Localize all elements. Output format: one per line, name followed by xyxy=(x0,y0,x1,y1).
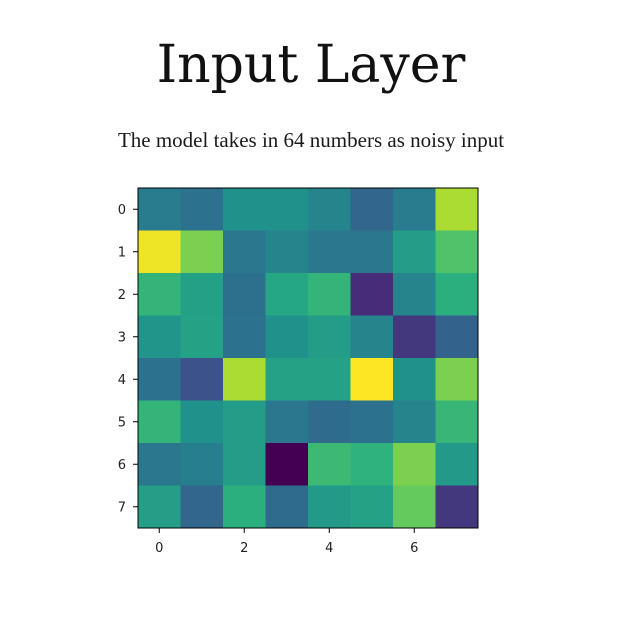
heatmap-cell xyxy=(180,230,224,274)
heatmap-cell xyxy=(393,400,436,444)
heatmap-cell xyxy=(350,443,394,486)
heatmap-cell xyxy=(435,230,479,274)
heatmap-cell xyxy=(350,400,394,444)
heatmap-cell xyxy=(265,188,309,231)
heatmap-cell xyxy=(138,230,181,274)
heatmap-cell xyxy=(265,230,309,274)
heatmap-cell xyxy=(435,273,479,316)
y-tick-label: 5 xyxy=(118,415,126,430)
page-title: Input Layer xyxy=(156,35,466,95)
heatmap-cell xyxy=(393,230,436,274)
heatmap-cell xyxy=(265,358,309,401)
heatmap-cell xyxy=(435,443,479,486)
heatmap-cell xyxy=(308,358,351,401)
heatmap-cell xyxy=(223,400,266,444)
heatmap-cell xyxy=(180,315,224,359)
x-tick-label: 2 xyxy=(240,541,248,556)
heatmap-cell xyxy=(223,358,266,401)
heatmap-cell xyxy=(138,273,181,316)
heatmap-cell xyxy=(435,188,479,231)
heatmap-cell xyxy=(265,315,309,359)
heatmap-cell xyxy=(435,315,479,359)
heatmap-cell xyxy=(138,188,181,231)
heatmap-cell xyxy=(265,273,309,316)
y-tick-label: 2 xyxy=(118,288,126,303)
y-tick-label: 1 xyxy=(118,245,126,260)
heatmap-cell xyxy=(350,485,394,529)
heatmap-cell xyxy=(180,400,224,444)
heatmap-frame xyxy=(137,187,479,529)
heatmap-cell xyxy=(350,358,394,401)
heatmap-cell xyxy=(138,358,181,401)
heatmap-cell xyxy=(350,188,394,231)
heatmap-cell xyxy=(435,400,479,444)
heatmap-cell xyxy=(308,273,351,316)
y-tick-label: 3 xyxy=(118,330,126,345)
heatmap-cell xyxy=(435,358,479,401)
heatmap-cell xyxy=(308,188,351,231)
heatmap-cell xyxy=(138,315,181,359)
heatmap-cell xyxy=(138,485,181,529)
x-tick-label: 0 xyxy=(155,541,163,556)
heatmap-cell xyxy=(435,485,479,529)
heatmap-cell xyxy=(180,485,224,529)
heatmap-cell xyxy=(223,443,266,486)
heatmap-cell xyxy=(223,230,266,274)
y-tick-label: 7 xyxy=(118,500,126,515)
y-tick-label: 6 xyxy=(118,458,126,473)
heatmap-cell xyxy=(265,443,309,486)
heatmap-cell xyxy=(393,358,436,401)
heatmap-cell xyxy=(223,485,266,529)
page-subtitle: The model takes in 64 numbers as noisy i… xyxy=(117,128,505,152)
heatmap-cell xyxy=(393,315,436,359)
heatmap-cell xyxy=(308,485,351,529)
heatmap-cell xyxy=(308,315,351,359)
heatmap-cell xyxy=(308,443,351,486)
heatmap-cell xyxy=(180,443,224,486)
heatmap-cell xyxy=(308,400,351,444)
heatmap-cell xyxy=(265,400,309,444)
y-tick-label: 4 xyxy=(118,373,126,388)
heatmap-cell xyxy=(393,273,436,316)
heatmap-cell xyxy=(393,443,436,486)
heatmap-cell xyxy=(393,485,436,529)
heatmap-cell xyxy=(350,273,394,316)
heatmap-cell xyxy=(223,315,266,359)
heatmap-cell xyxy=(180,188,224,231)
heatmap-cell xyxy=(138,443,181,486)
heatmap-cells xyxy=(138,188,479,529)
heatmap-cell xyxy=(180,358,224,401)
heatmap-cell xyxy=(393,188,436,231)
heatmap-cell xyxy=(180,273,224,316)
heatmap-cell xyxy=(138,400,181,444)
heatmap-cell xyxy=(308,230,351,274)
y-tick-label: 0 xyxy=(118,203,126,218)
heatmap-cell xyxy=(350,230,394,274)
x-tick-label: 4 xyxy=(325,541,333,556)
heatmap-ticks: 0 1 2 3 4 5 6 7 0 2 4 6 xyxy=(118,203,419,556)
heatmap-cell xyxy=(265,485,309,529)
heatmap-cell xyxy=(223,188,266,231)
heatmap-cell xyxy=(350,315,394,359)
heatmap-cell xyxy=(223,273,266,316)
x-tick-label: 6 xyxy=(410,541,418,556)
